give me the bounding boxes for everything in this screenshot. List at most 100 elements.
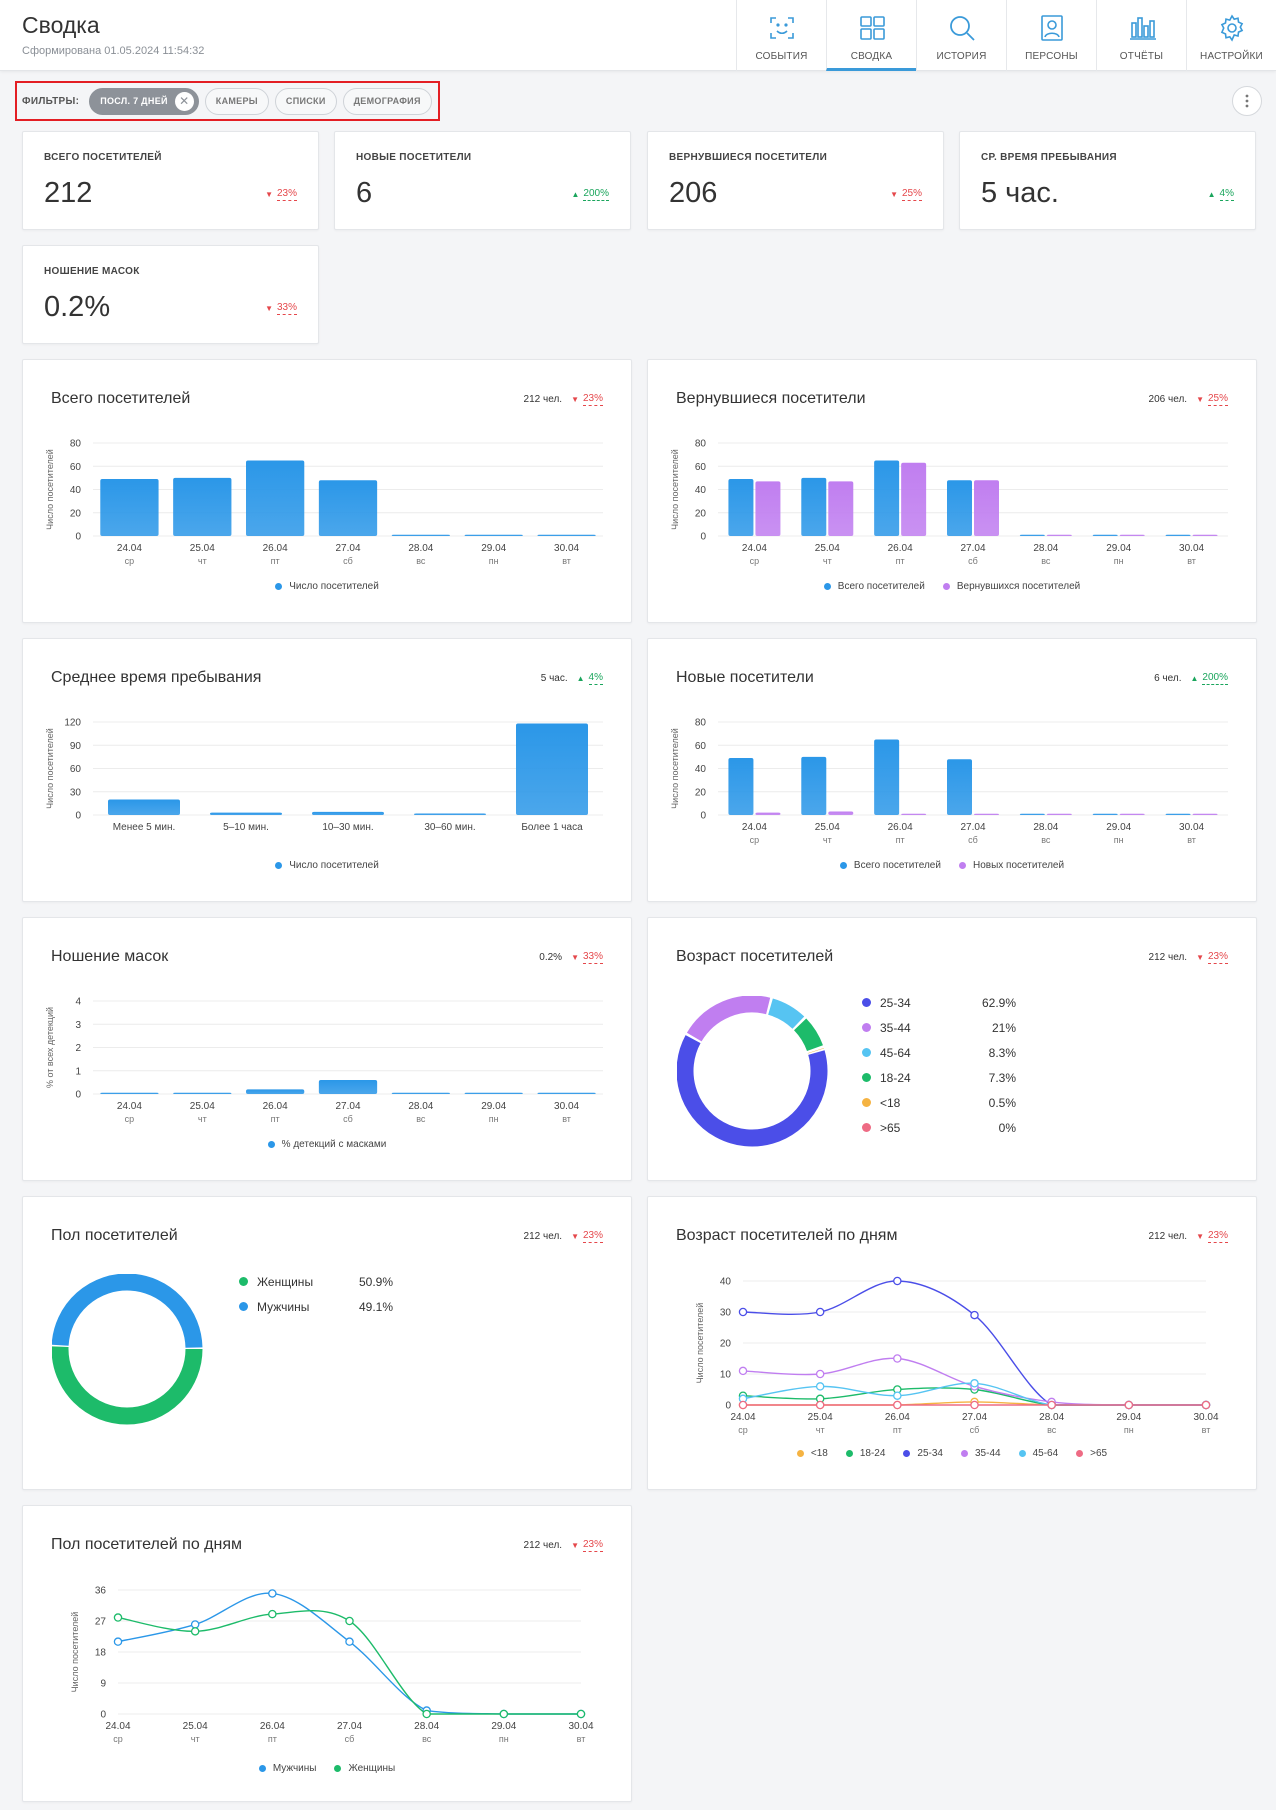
data-point[interactable]	[970, 1310, 979, 1320]
filter-chip-cameras[interactable]: КАМЕРЫ	[204, 87, 269, 115]
bar[interactable]	[537, 534, 596, 536]
data-point[interactable]	[738, 1307, 748, 1317]
stat-card-returning-visitors[interactable]: ВЕРНУВШИЕСЯ ПОСЕТИТЕЛИ 206 ▼ 25%	[647, 131, 944, 230]
bar[interactable]	[246, 1089, 305, 1094]
legend-item[interactable]: Вернувшихся посетителей	[942, 581, 1080, 592]
stat-card-new-visitors[interactable]: НОВЫЕ ПОСЕТИТЕЛИ 6 ▲ 200%	[334, 131, 631, 230]
data-point[interactable]	[345, 1637, 354, 1646]
legend-item[interactable]: Число посетителей	[275, 581, 379, 592]
bar[interactable]	[874, 739, 900, 815]
bar[interactable]	[210, 812, 282, 815]
bar[interactable]	[108, 799, 180, 816]
donut-slice[interactable]	[677, 996, 835, 1154]
donut-legend-item[interactable]: 35-44 21%	[862, 1015, 1016, 1040]
stat-card-masks[interactable]: НОШЕНИЕ МАСОК 0.2% ▼ 33%	[22, 245, 319, 344]
bar[interactable]	[100, 1092, 159, 1094]
bar[interactable]	[974, 813, 999, 815]
bar[interactable]	[874, 460, 900, 536]
bar[interactable]	[1119, 534, 1145, 536]
legend-item[interactable]: 35-44	[961, 1448, 1001, 1459]
bar[interactable]	[464, 1092, 523, 1094]
legend-item[interactable]: 25-34	[903, 1448, 943, 1459]
bar[interactable]	[728, 479, 754, 536]
data-point[interactable]	[345, 1616, 354, 1626]
bar[interactable]	[318, 480, 378, 536]
filter-chip-lists[interactable]: СПИСКИ	[274, 87, 337, 115]
bar[interactable]	[318, 1080, 378, 1094]
bar[interactable]	[755, 481, 781, 536]
donut-legend-item[interactable]: 25-34 62.9%	[862, 990, 1016, 1015]
data-point[interactable]	[268, 1589, 277, 1598]
legend-item[interactable]: >65	[1076, 1448, 1107, 1459]
bar[interactable]	[1019, 534, 1045, 536]
nav-summary[interactable]: СВОДКА	[826, 0, 916, 71]
close-icon[interactable]: ✕	[174, 91, 194, 111]
data-point[interactable]	[970, 1379, 979, 1388]
legend-item[interactable]: <18	[796, 1448, 828, 1459]
legend-item[interactable]: Женщины	[334, 1763, 395, 1774]
bar[interactable]	[100, 479, 159, 536]
bar[interactable]	[828, 811, 854, 815]
data-point[interactable]	[422, 1709, 431, 1719]
data-point[interactable]	[1124, 1400, 1134, 1410]
bar[interactable]	[901, 462, 927, 536]
stat-card-total-visitors[interactable]: ВСЕГО ПОСЕТИТЕЛЕЙ 212 ▼ 23%	[22, 131, 319, 230]
more-options-button[interactable]	[1232, 86, 1262, 116]
bar[interactable]	[1192, 813, 1218, 815]
bar[interactable]	[1046, 813, 1072, 815]
donut-legend-item[interactable]: <18 0.5%	[862, 1090, 1016, 1115]
legend-item[interactable]: Мужчины	[258, 1763, 316, 1774]
bar[interactable]	[1165, 534, 1191, 536]
nav-history[interactable]: ИСТОРИЯ	[916, 0, 1006, 71]
data-point[interactable]	[893, 1391, 902, 1400]
legend-item[interactable]: Всего посетителей	[823, 581, 925, 592]
bar[interactable]	[391, 1092, 450, 1094]
stat-card-avg-time[interactable]: СР. ВРЕМЯ ПРЕБЫВАНИЯ 5 час. ▲ 4%	[959, 131, 1256, 230]
data-point[interactable]	[893, 1400, 902, 1410]
data-point[interactable]	[738, 1400, 748, 1410]
bar[interactable]	[1092, 534, 1118, 536]
data-point[interactable]	[970, 1400, 979, 1410]
bar[interactable]	[537, 1092, 596, 1094]
donut-slice[interactable]	[52, 1274, 203, 1425]
nav-settings[interactable]: НАСТРОЙКИ	[1186, 0, 1276, 71]
data-point[interactable]	[1201, 1400, 1211, 1410]
data-point[interactable]	[576, 1709, 586, 1719]
data-point[interactable]	[113, 1613, 123, 1622]
legend-item[interactable]: Число посетителей	[275, 860, 379, 871]
donut-legend-item[interactable]: Женщины 50.9%	[239, 1269, 393, 1294]
donut-slice[interactable]	[677, 996, 835, 1154]
data-point[interactable]	[815, 1307, 825, 1317]
data-point[interactable]	[815, 1382, 825, 1391]
data-point[interactable]	[113, 1637, 123, 1646]
bar[interactable]	[974, 480, 999, 536]
bar[interactable]	[801, 756, 827, 815]
data-point[interactable]	[815, 1400, 825, 1410]
nav-reports[interactable]: ОТЧЁТЫ	[1096, 0, 1186, 71]
legend-item[interactable]: % детекций с масками	[267, 1139, 386, 1150]
filter-chip-last-7-days[interactable]: ПОСЛ. 7 ДНЕЙ ✕	[89, 87, 199, 115]
data-point[interactable]	[893, 1354, 902, 1363]
donut-legend-item[interactable]: 18-24 7.3%	[862, 1065, 1016, 1090]
donut-slice[interactable]	[677, 996, 836, 1155]
bar[interactable]	[801, 477, 827, 536]
data-point[interactable]	[190, 1620, 200, 1629]
data-point[interactable]	[190, 1627, 200, 1636]
bar[interactable]	[464, 534, 523, 536]
bar[interactable]	[947, 759, 972, 815]
bar[interactable]	[1046, 534, 1072, 536]
bar[interactable]	[1019, 813, 1045, 815]
data-point[interactable]	[893, 1276, 902, 1286]
donut-legend-item[interactable]: >65 0%	[862, 1115, 1016, 1140]
legend-item[interactable]: 45-64	[1018, 1448, 1058, 1459]
nav-events[interactable]: СОБЫТИЯ	[736, 0, 826, 71]
bar[interactable]	[312, 811, 384, 815]
donut-legend-item[interactable]: 45-64 8.3%	[862, 1040, 1016, 1065]
bar[interactable]	[173, 477, 232, 536]
legend-item[interactable]: Всего посетителей	[839, 860, 941, 871]
bar[interactable]	[391, 534, 450, 536]
data-point[interactable]	[738, 1366, 748, 1376]
legend-item[interactable]: 18-24	[845, 1448, 885, 1459]
data-point[interactable]	[268, 1609, 277, 1619]
bar[interactable]	[246, 460, 305, 536]
